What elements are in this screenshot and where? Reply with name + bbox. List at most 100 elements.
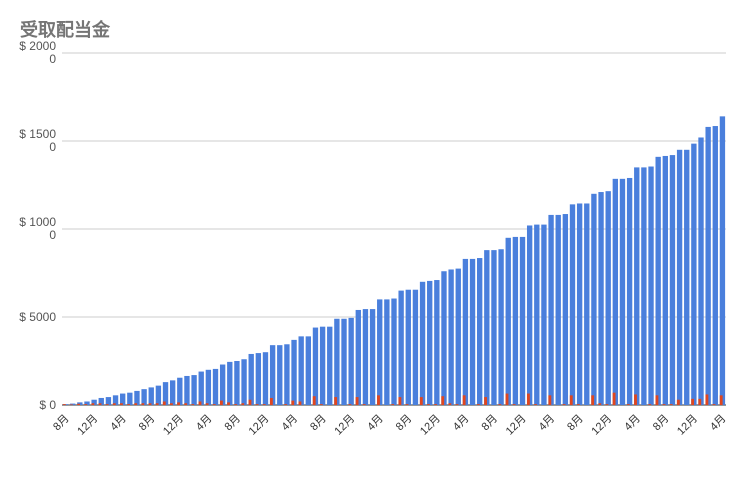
bar [669,155,676,405]
bar [391,298,397,405]
bar [719,395,723,405]
x-tick-label: 4月 [194,413,215,434]
bar [169,403,173,405]
bar [626,177,633,405]
bar [377,299,383,405]
bar [127,404,131,405]
bar [455,404,459,405]
bar [198,401,202,405]
x-tick-label: 4月 [451,413,472,434]
bar [112,403,116,405]
bar [427,280,433,405]
bar [355,397,359,405]
bar [555,214,561,405]
bar [712,404,716,405]
bar [184,403,188,405]
x-tick-label: 12月 [504,413,529,438]
bar [377,395,380,405]
bar [634,167,640,405]
bar [398,290,404,405]
bar [341,318,347,405]
bar [412,289,419,405]
bar [505,393,509,405]
y-tick-label: $ 0 [39,398,56,412]
bar [141,389,147,405]
x-tick-label: 4月 [365,413,386,434]
bar [191,375,197,405]
bar [327,326,333,405]
bar [562,404,566,405]
bar [334,318,340,405]
bar [626,404,630,405]
bar [698,137,704,406]
y-tick-label-box: $ 20000 [19,40,56,66]
bar [676,399,680,405]
x-tick-label: 4月 [708,413,729,434]
bar [162,401,166,405]
bar [184,375,190,405]
x-tick-label: 12月 [418,413,443,438]
y-tick-label: $ 15000 [19,128,56,154]
bar [305,336,311,405]
bar [434,280,440,405]
bar [234,361,240,405]
bar [719,116,726,406]
bar [462,258,469,405]
bar [619,178,626,405]
bar [605,191,611,405]
x-tick-label: 8月 [651,413,672,434]
bar [391,404,395,405]
bar [362,404,366,405]
bar [691,398,695,405]
bar [484,397,487,405]
bar [384,299,390,405]
bar [498,249,504,405]
bar [219,364,226,405]
bar [212,368,219,405]
bar [512,236,519,405]
y-tick-label: $ 10000 [19,216,56,242]
x-tick-label: 12月 [675,413,700,438]
bar [691,143,697,405]
bar [248,399,252,405]
bar [598,403,602,405]
x-tick-label: 8月 [222,413,243,434]
bar [227,361,233,405]
bar [469,258,476,405]
bar [91,399,97,405]
bar [405,289,411,405]
bar [70,404,73,405]
bar [712,126,718,405]
bar [584,203,590,405]
bar [77,402,83,405]
bar [291,400,295,405]
bar [684,149,690,405]
bar [662,155,668,405]
bar [491,250,497,405]
bar [655,156,661,405]
bar [155,385,162,405]
x-tick-label: 8月 [394,413,415,434]
bar [120,393,126,405]
y-tick-label: $ 20000 [19,40,56,66]
y-tick-label-box: $ 0 [39,398,56,412]
bar [605,404,609,405]
bar [177,402,180,405]
bar [648,166,654,405]
bar [212,404,216,405]
bar [319,404,323,405]
bar [227,402,230,405]
bar [355,309,361,405]
bar [269,397,273,405]
bar [576,203,583,405]
bar [548,395,552,405]
x-tick-label: 4月 [280,413,301,434]
x-tick-label: 4月 [108,413,129,434]
chart-title: 受取配当金 [20,19,111,40]
bar [70,403,76,405]
bar [105,397,112,405]
bar [62,404,66,405]
bar [84,404,88,405]
bar [441,271,447,405]
bar [298,336,304,405]
